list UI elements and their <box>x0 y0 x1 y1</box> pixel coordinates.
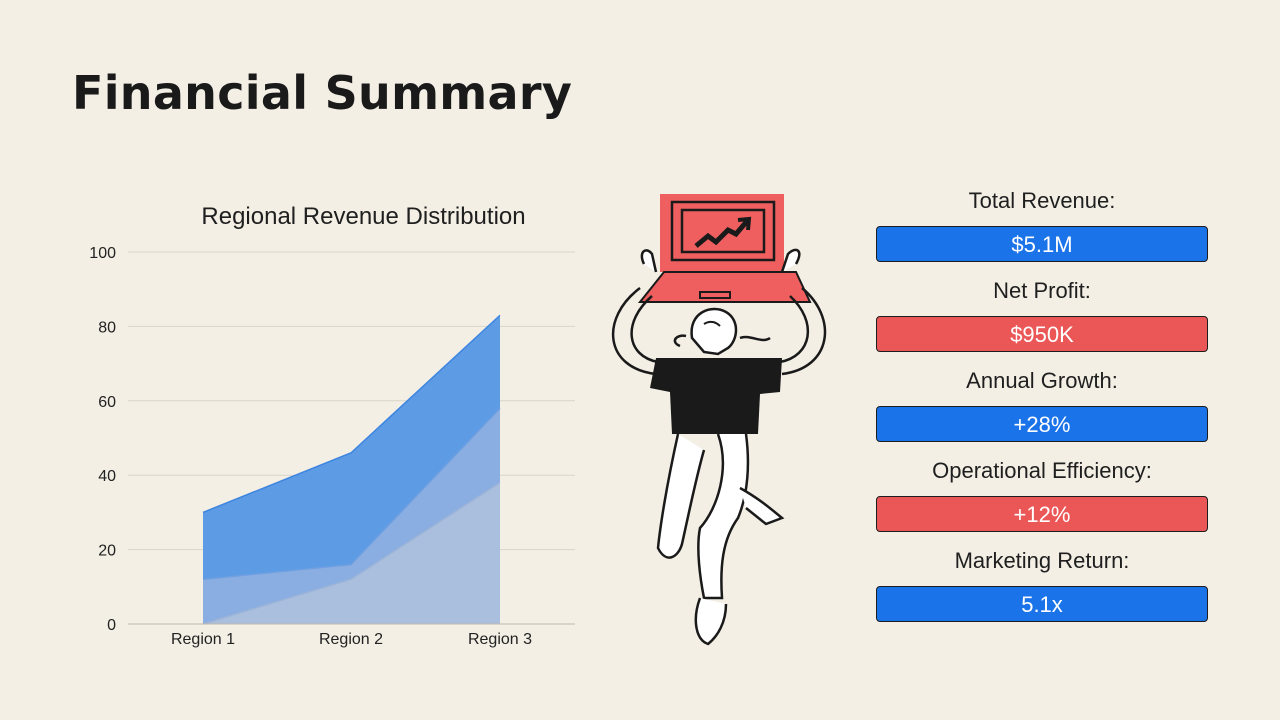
x-tick-label: Region 3 <box>468 631 532 648</box>
right-leg <box>697 433 750 600</box>
y-tick-label: 100 <box>89 245 116 262</box>
area-series-c <box>203 315 500 580</box>
x-tick-label: Region 2 <box>319 631 383 648</box>
metric-annual-growth: Annual Growth: +28% <box>876 366 1208 442</box>
laptop-base <box>637 271 812 303</box>
right-hand <box>780 248 801 273</box>
laptop-display <box>680 208 766 254</box>
illustration-svg <box>611 194 827 646</box>
x-tick-label: Region 1 <box>171 631 235 648</box>
page-title: Financial Summary <box>72 66 573 120</box>
chart-title: Regional Revenue Distribution <box>201 203 525 230</box>
left-leg <box>656 433 706 559</box>
revenue-chart: Regional Revenue Distribution 0 20 40 60 80 10… <box>70 190 590 660</box>
metric-label: Total Revenue: <box>968 188 1116 213</box>
metric-net-profit: Net Profit: $950K <box>876 276 1208 352</box>
metric-value: 5.1x <box>876 586 1208 622</box>
left-foot <box>739 486 785 526</box>
trend-arrow-icon <box>694 218 750 248</box>
shirt <box>650 358 782 434</box>
y-tick-label: 0 <box>107 617 116 634</box>
area-line-series-a <box>202 482 501 625</box>
metric-label: Operational Efficiency: <box>932 458 1152 483</box>
left-arm <box>611 287 657 376</box>
area-chart-svg: Regional Revenue Distribution 0 20 40 60 80 10… <box>89 203 575 648</box>
metric-label: Net Profit: <box>993 278 1091 303</box>
hair-braid <box>739 335 771 342</box>
metric-value: $5.1M <box>876 226 1208 262</box>
y-tick-label: 80 <box>98 319 116 336</box>
area-line-series-c <box>202 314 501 514</box>
right-arm <box>781 287 827 376</box>
area-series-b <box>203 408 500 624</box>
area-line-series-b <box>202 407 501 581</box>
metric-value: +12% <box>876 496 1208 532</box>
metric-marketing-return: Marketing Return: 5.1x <box>876 546 1208 622</box>
metric-value: $950K <box>876 316 1208 352</box>
metric-label: Annual Growth: <box>966 368 1118 393</box>
person-laptop-illustration <box>600 188 840 658</box>
y-tick-label: 20 <box>98 543 116 560</box>
metrics-panel: Total Revenue: $5.1M Net Profit: $950K A… <box>876 186 1208 636</box>
metric-total-revenue: Total Revenue: $5.1M <box>876 186 1208 262</box>
metric-operational-efficiency: Operational Efficiency: +12% <box>876 456 1208 532</box>
y-tick-label: 60 <box>98 394 116 411</box>
metric-value: +28% <box>876 406 1208 442</box>
laptop-screen-frame <box>670 200 776 262</box>
right-foot <box>694 597 728 646</box>
metric-label: Marketing Return: <box>954 548 1130 573</box>
head <box>690 307 738 356</box>
left-hand <box>640 249 658 273</box>
area-series-a <box>203 482 500 624</box>
y-tick-label: 40 <box>98 468 116 485</box>
